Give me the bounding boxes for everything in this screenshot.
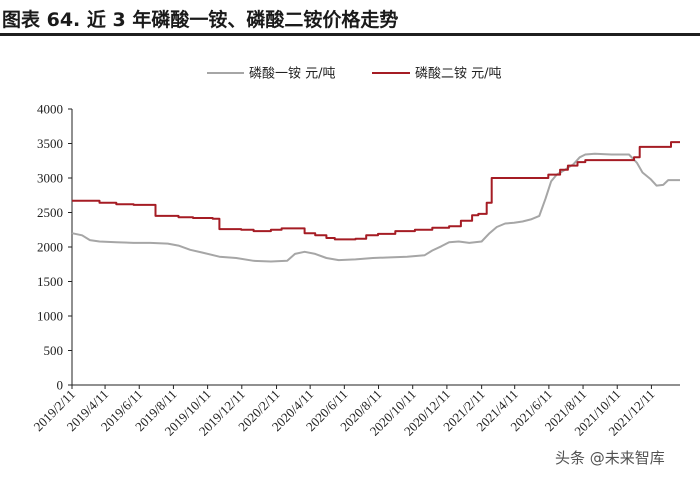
- series-line-map: [71, 152, 680, 263]
- x-axis: 2019/2/112019/4/112019/6/112019/8/112019…: [31, 384, 680, 439]
- series-line-dap: [72, 141, 680, 241]
- y-tick-label: 1000: [37, 309, 63, 324]
- y-tick-label: 0: [57, 378, 64, 393]
- title-divider: [0, 33, 700, 36]
- y-tick-label: 500: [44, 343, 64, 358]
- legend: 磷酸一铵 元/吨 磷酸二铵 元/吨: [207, 67, 502, 82]
- legend-label-dap: 磷酸二铵 元/吨: [415, 67, 502, 82]
- y-tick-label: 3000: [37, 171, 63, 186]
- figure-title: 图表 64. 近 3 年磷酸一铵、磷酸二铵价格走势: [2, 9, 399, 31]
- y-tick-label: 2000: [37, 240, 63, 255]
- legend-label-map: 磷酸一铵 元/吨: [249, 67, 336, 82]
- figure-header: 图表 64. 近 3 年磷酸一铵、磷酸二铵价格走势: [0, 0, 700, 36]
- series-group: [71, 141, 680, 263]
- watermark: 头条 @未来智库: [555, 449, 665, 467]
- y-tick-label: 4000: [37, 102, 63, 117]
- y-tick-label: 1500: [37, 274, 63, 289]
- y-tick-label: 3500: [37, 136, 63, 151]
- y-tick-label: 2500: [37, 205, 63, 220]
- y-axis: 0 500 1000 1500 2000 2500 3000 3500 4000: [37, 102, 73, 393]
